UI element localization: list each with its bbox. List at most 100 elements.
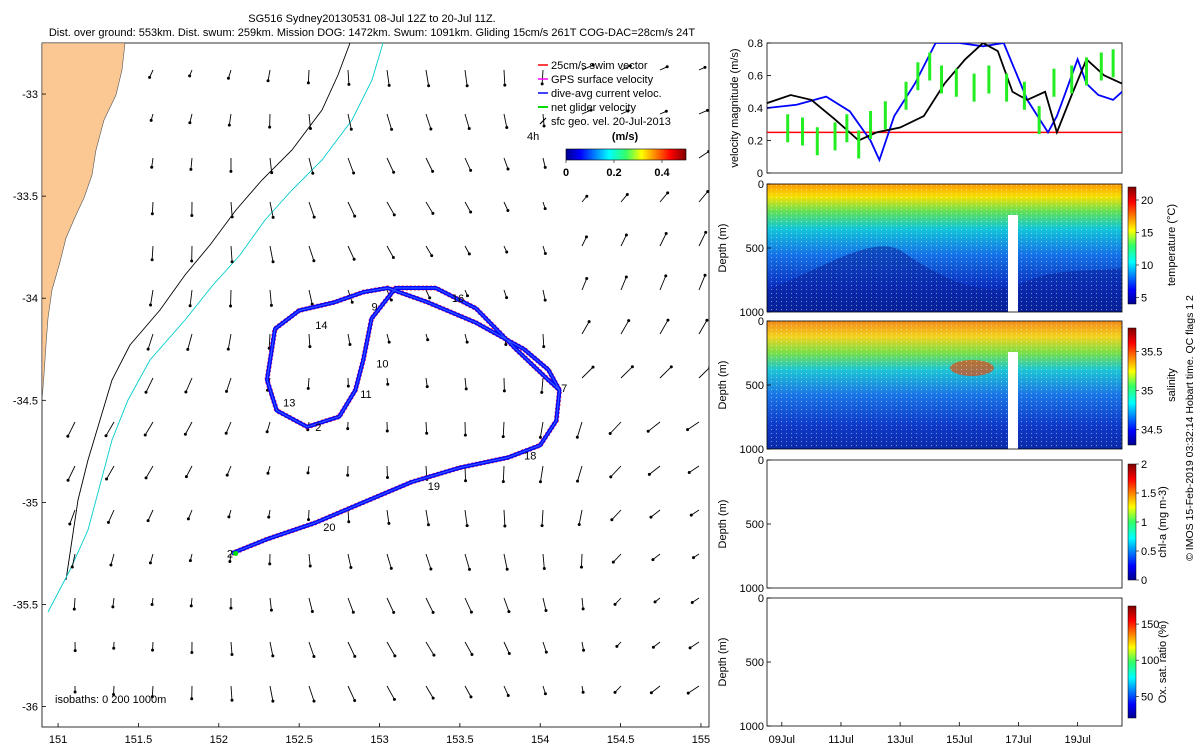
- chlorophyll-colorbar: [1127, 463, 1137, 581]
- velocity-arrow-head: [467, 126, 471, 130]
- velocity-arrow-head: [392, 170, 396, 174]
- salinity-y-ticks: 0 500 1000: [740, 316, 771, 456]
- salinity-colorbar: [1127, 327, 1137, 446]
- velocity-arrow-head: [507, 652, 511, 656]
- velocity-arrow: [308, 333, 311, 347]
- velocity-arrow: [186, 465, 193, 477]
- velocity-arrow-head: [628, 64, 632, 68]
- velocity-arrow-head: [68, 522, 72, 526]
- isobath-200m: [47, 43, 384, 613]
- colorbar-tick-label: 35.5: [1141, 346, 1162, 358]
- velocity-arrow-head: [669, 365, 673, 369]
- velocity-arrow: [269, 641, 274, 656]
- velocity-arrow: [386, 641, 396, 657]
- velocity-arrow-head: [470, 652, 474, 656]
- velocity-arrow-head: [542, 124, 546, 128]
- velocity-arrow: [542, 157, 546, 168]
- velocity-arrow-head: [431, 169, 435, 173]
- velocity-arrow-head: [431, 211, 435, 215]
- chlorophyll-y-ticks: 0 500 1000: [740, 455, 771, 595]
- colorbar-tick-label: 1.5: [1141, 488, 1156, 500]
- velocity-arrow-head: [505, 567, 509, 571]
- velocity-arrow-head: [190, 214, 194, 218]
- velocity-arrow-head: [66, 434, 70, 438]
- velocity-arrow-head: [393, 654, 397, 658]
- track-day-label: 2: [315, 422, 321, 434]
- velocity-arrow: [230, 685, 233, 701]
- velocity-arrow-head: [686, 691, 690, 695]
- velocity-arrow-head: [148, 561, 152, 565]
- velocity-arrow-head: [188, 559, 192, 563]
- velocity-arrow-head: [506, 693, 510, 697]
- velocity-arrow-head: [188, 304, 192, 308]
- salinity-colorbar-ticks: 34.5 35 35.5: [1136, 346, 1162, 436]
- velocity-arrow: [67, 421, 76, 437]
- velocity-arrow-head: [591, 63, 595, 67]
- map-x-tick-label: 155: [692, 734, 710, 746]
- velocity-arrow-head: [464, 387, 468, 391]
- velocity-arrow: [425, 201, 434, 214]
- oxygen-colorbar: [1127, 605, 1137, 719]
- velocity-arrow: [151, 201, 154, 214]
- velocity-arrow-head: [538, 480, 542, 484]
- velocity-arrow-head: [465, 340, 469, 344]
- velocity-arrow-head: [543, 298, 547, 302]
- start-marker: [233, 550, 239, 556]
- map-x-ticks: 151 151.5 152 152.5 153 153.5 154 154.5 155: [49, 723, 710, 746]
- velocity-arrow: [190, 157, 193, 170]
- velocity-arrow-head: [150, 695, 154, 699]
- velocity-arrow: [147, 509, 154, 521]
- velocity-arrow-head: [542, 345, 546, 349]
- velocity-arrow: [539, 421, 544, 438]
- velocity-arrow-head: [269, 303, 273, 307]
- velocity-arrow: [541, 377, 544, 393]
- colorbar-tick-label: 5: [1141, 293, 1147, 305]
- velocity-arrow-head: [66, 478, 70, 482]
- figure-subtitle: Dist. over ground: 553km. Dist. swum: 25…: [49, 27, 696, 39]
- velocity-arrow: [386, 69, 390, 86]
- oxygen-panel: 0 500 1000 Depth (m) 50 100 150 Ox. sat. rat…: [717, 593, 1169, 746]
- velocity-arrow-head: [312, 654, 316, 658]
- velocity-arrow: [659, 233, 667, 247]
- velocity-arrow-head: [353, 654, 357, 658]
- velocity-arrow-head: [505, 296, 509, 300]
- velocity-arrow: [464, 597, 472, 613]
- velocity-arrow-head: [271, 260, 275, 264]
- map-x-tick-label: 153: [370, 734, 388, 746]
- velocity-arrow: [69, 509, 76, 525]
- velocity-arrow: [698, 151, 709, 159]
- velocity-arrow: [150, 289, 154, 306]
- velocity-arrow-head: [469, 168, 473, 172]
- velocity-arrow-head: [544, 609, 548, 613]
- velocity-arrow: [464, 245, 470, 255]
- velocity-arrow-head: [387, 521, 391, 525]
- velocity-arrow: [386, 685, 395, 700]
- track-day-label: 14: [315, 320, 327, 332]
- time-tick-label: 09Jul: [769, 734, 795, 746]
- velocity-arrow-head: [387, 340, 391, 344]
- velocity-arrow-head: [72, 607, 76, 611]
- velocity-arrow: [687, 421, 700, 430]
- velocity-arrow-head: [310, 610, 314, 614]
- speed-colorbar-ticks: 0 0.2 0.4: [563, 160, 671, 179]
- map-y-tick-label: -36: [22, 702, 38, 714]
- velocity-arrow-head: [144, 390, 148, 394]
- oxygen-colorbar-ticks: 50 100 150: [1136, 619, 1159, 703]
- velocity-arrow-head: [348, 343, 352, 347]
- depth-tick-label: 1000: [740, 307, 764, 319]
- velocity-arrow: [71, 553, 76, 568]
- time-tick-label: 15Jul: [946, 734, 972, 746]
- velocity-arrow: [611, 509, 622, 521]
- velocity-y-tick-label: 0: [757, 168, 763, 180]
- velocity-arrow: [464, 641, 473, 655]
- velocity-arrow: [386, 113, 392, 130]
- velocity-arrow-head: [688, 646, 692, 650]
- salinity-y-label: Depth (m): [717, 361, 729, 410]
- velocity-arrow-head: [540, 524, 544, 528]
- velocity-series-line: [767, 43, 1122, 163]
- velocity-arrow-head: [111, 605, 115, 609]
- velocity-arrow: [347, 245, 355, 260]
- velocity-arrow: [581, 597, 584, 609]
- velocity-arrow-head: [353, 698, 357, 702]
